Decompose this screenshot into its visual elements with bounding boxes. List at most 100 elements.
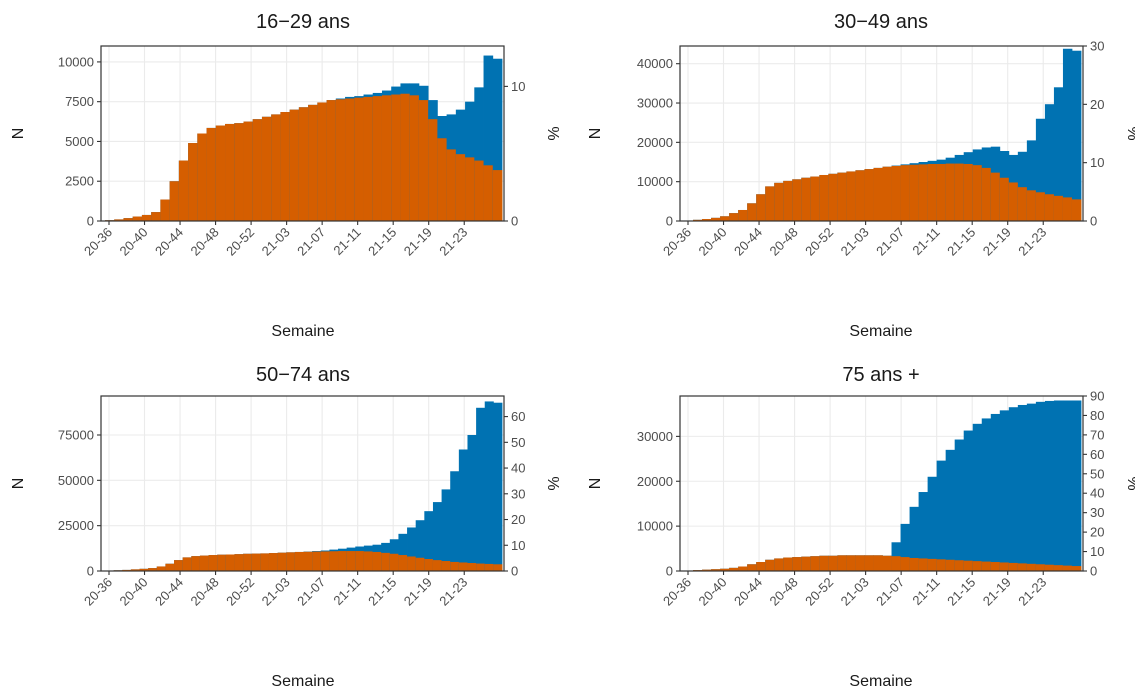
x-tick-label: 20-48 bbox=[188, 225, 222, 259]
bar-orange bbox=[450, 561, 460, 571]
y-tick-label-left: 5000 bbox=[65, 134, 94, 149]
bar-orange bbox=[271, 114, 281, 221]
bar-orange bbox=[381, 95, 392, 221]
bar-orange bbox=[372, 96, 383, 221]
bar-orange bbox=[130, 569, 140, 571]
x-tick-label: 21-03 bbox=[838, 225, 872, 259]
bar-orange bbox=[174, 560, 184, 571]
y-tick-label-right: 0 bbox=[1090, 214, 1097, 229]
bar-orange bbox=[289, 109, 300, 221]
bar-orange bbox=[864, 555, 874, 571]
bar-orange bbox=[900, 557, 910, 571]
bar-blue bbox=[936, 460, 947, 571]
bar-orange bbox=[474, 160, 484, 221]
bar-orange bbox=[415, 557, 425, 571]
bar-orange bbox=[1044, 194, 1055, 221]
y-axis-title-left: N bbox=[587, 478, 604, 490]
bar-orange bbox=[828, 173, 838, 221]
bar-blue bbox=[927, 476, 938, 571]
bar-blue bbox=[1035, 401, 1046, 571]
bar-orange bbox=[936, 559, 947, 571]
bar-orange bbox=[345, 98, 355, 221]
bar-orange bbox=[891, 556, 901, 571]
bar-orange bbox=[355, 551, 365, 571]
x-tick-label: 20-36 bbox=[660, 225, 694, 259]
bar-blue bbox=[432, 502, 442, 571]
bar-blue bbox=[1044, 400, 1055, 571]
bar-blue bbox=[1053, 87, 1064, 221]
bar-orange bbox=[864, 169, 874, 221]
bar-orange bbox=[280, 112, 291, 221]
bar-blue bbox=[441, 489, 451, 571]
bar-orange bbox=[702, 219, 712, 221]
bar-blue bbox=[981, 418, 992, 571]
bar-blue bbox=[1053, 400, 1064, 571]
bar-blue bbox=[483, 55, 494, 221]
x-tick-label: 20-36 bbox=[81, 575, 115, 609]
bar-orange bbox=[398, 555, 408, 571]
bar-orange bbox=[446, 149, 457, 221]
bar-blue bbox=[999, 410, 1010, 571]
bar-orange bbox=[243, 121, 254, 221]
plot-frame bbox=[100, 395, 505, 572]
bar-orange bbox=[123, 218, 134, 221]
bar-orange bbox=[320, 551, 330, 571]
bar-orange bbox=[837, 172, 847, 221]
bar-orange bbox=[981, 561, 992, 571]
bar-orange bbox=[191, 556, 201, 571]
bar-blue bbox=[1062, 400, 1073, 571]
y-tick-label-right: 70 bbox=[1090, 427, 1104, 442]
x-tick-label: 21-19 bbox=[401, 225, 435, 259]
bar-orange bbox=[846, 171, 856, 221]
bar-orange bbox=[990, 562, 1001, 571]
bar-orange bbox=[139, 568, 149, 571]
y-axis-title-right: % bbox=[544, 126, 561, 140]
bar-orange bbox=[428, 119, 438, 221]
bar-orange bbox=[391, 94, 401, 221]
bar-blue bbox=[990, 413, 1001, 571]
x-tick-label: 21-07 bbox=[873, 225, 907, 259]
plot-frame bbox=[679, 395, 1084, 572]
y-axis-title-left: N bbox=[587, 128, 604, 140]
bar-orange bbox=[182, 557, 192, 571]
bar-orange bbox=[151, 212, 161, 221]
x-tick-label: 20-36 bbox=[81, 225, 115, 259]
x-axis-title: Semaine bbox=[849, 673, 912, 690]
bar-orange bbox=[178, 160, 189, 221]
bar-orange bbox=[409, 95, 420, 221]
x-tick-label: 20-44 bbox=[731, 575, 765, 609]
bar-orange bbox=[936, 163, 947, 221]
bar-orange bbox=[810, 176, 820, 221]
x-tick-label: 20-40 bbox=[696, 225, 730, 259]
bar-blue bbox=[1026, 140, 1037, 221]
x-tick-label: 20-52 bbox=[223, 225, 257, 259]
bar-orange bbox=[484, 563, 494, 571]
bar-orange bbox=[1008, 182, 1019, 221]
bar-orange bbox=[326, 100, 337, 221]
x-tick-label: 20-36 bbox=[660, 575, 694, 609]
bar-orange bbox=[954, 163, 965, 221]
bar-orange bbox=[372, 551, 382, 571]
y-tick-label-right: 0 bbox=[511, 564, 518, 579]
x-tick-label: 20-40 bbox=[117, 225, 151, 259]
bar-orange bbox=[774, 182, 784, 221]
y-tick-label-right: 20 bbox=[1090, 97, 1104, 112]
bar-blue bbox=[424, 511, 434, 571]
bar-blue bbox=[492, 58, 503, 222]
y-axis-title-right: % bbox=[1124, 476, 1135, 490]
bar-orange bbox=[141, 214, 152, 221]
bar-orange bbox=[432, 560, 442, 571]
x-tick-label: 21-03 bbox=[259, 575, 293, 609]
y-tick-label-right: 30 bbox=[1090, 39, 1104, 54]
bar-blue bbox=[493, 402, 503, 571]
bar-orange bbox=[261, 116, 272, 221]
bar-orange bbox=[891, 165, 901, 221]
y-tick-label-right: 40 bbox=[1090, 486, 1104, 501]
bar-orange bbox=[493, 564, 503, 571]
bar-orange bbox=[738, 209, 748, 221]
y-tick-label-right: 80 bbox=[1090, 408, 1104, 423]
bar-blue bbox=[458, 449, 468, 571]
bar-orange bbox=[1071, 566, 1082, 571]
bar-orange bbox=[1062, 197, 1073, 221]
